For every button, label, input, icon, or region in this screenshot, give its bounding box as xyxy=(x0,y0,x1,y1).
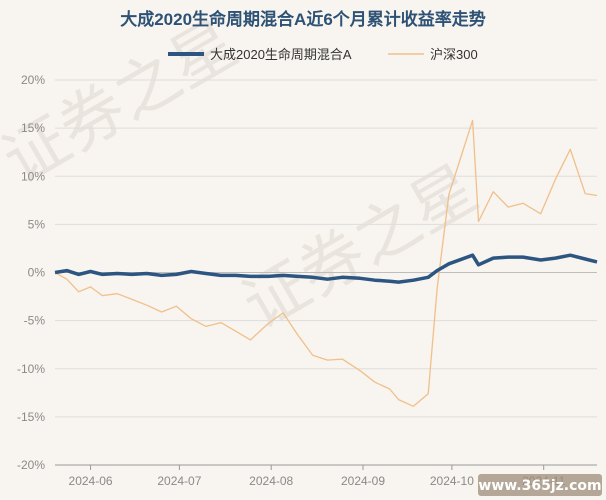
y-tick-label: 0% xyxy=(28,266,46,280)
y-tick-label: -15% xyxy=(17,410,45,424)
x-tick-label: 2024-06 xyxy=(69,474,113,488)
y-tick-label: 10% xyxy=(21,169,45,183)
series-line-hs300 xyxy=(54,119,598,407)
grid-lines xyxy=(55,79,597,466)
y-tick-label: 20% xyxy=(21,73,45,87)
chart-title: 大成2020生命周期混合A近6个月累计收益率走势 xyxy=(120,9,486,29)
series-line-fund xyxy=(54,253,598,284)
legend-label-fund: 大成2020生命周期混合A xyxy=(210,47,352,62)
y-tick-label: -5% xyxy=(24,314,46,328)
x-tick-label: 2024-08 xyxy=(249,474,293,488)
x-tick-label: 2024-07 xyxy=(157,474,201,488)
site-badge: www.365jz.com xyxy=(478,474,602,496)
site-badge-bg xyxy=(478,474,602,496)
site-label: www.365jz.com xyxy=(478,478,601,494)
y-tick-label: 5% xyxy=(28,217,46,231)
y-tick-label: 15% xyxy=(21,121,45,135)
legend: 大成2020生命周期混合A 沪深300 xyxy=(168,47,478,62)
x-tick-label: 2024-09 xyxy=(341,474,385,488)
watermark-text: 证券之星 xyxy=(231,152,490,344)
y-tick-label: -10% xyxy=(17,362,45,376)
y-axis-ticks: 20% 15% 10% 5% 0% -5% -10% -15% -20% xyxy=(17,73,45,472)
y-tick-label: -20% xyxy=(17,458,45,472)
series-lines xyxy=(54,119,598,407)
x-tick-label: 2024-10 xyxy=(430,474,474,488)
legend-label-hs300: 沪深300 xyxy=(430,47,478,62)
